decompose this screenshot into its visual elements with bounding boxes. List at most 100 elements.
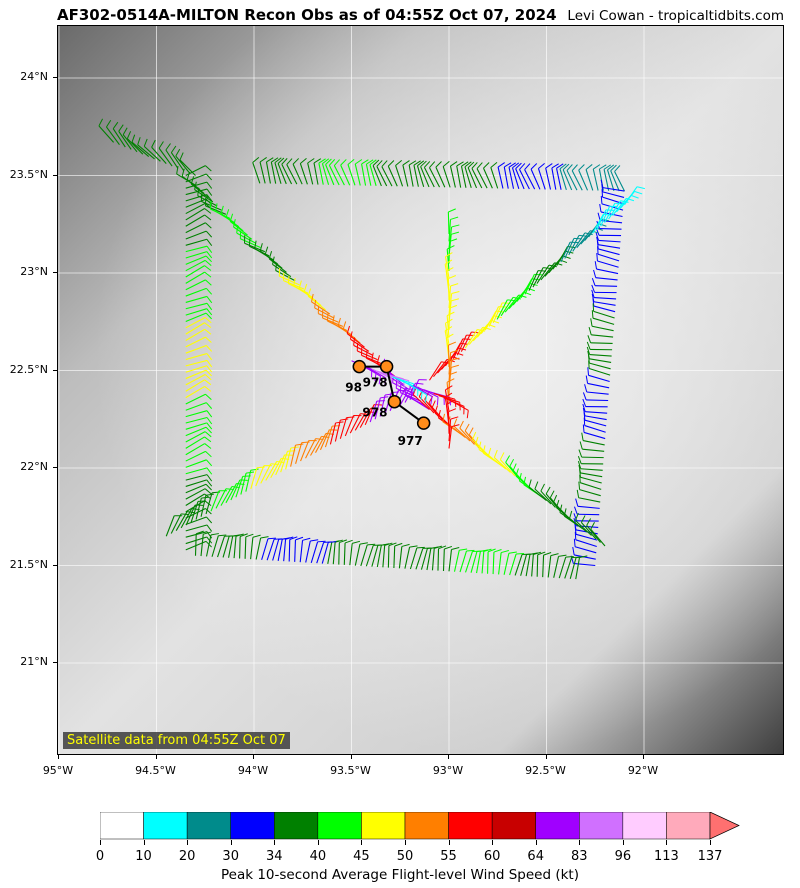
- wind-barb: [404, 547, 411, 569]
- wind-barb-flag: [445, 252, 453, 258]
- colorbar-tick-label: 113: [654, 849, 679, 864]
- wind-barb: [185, 359, 208, 367]
- wind-barb: [185, 474, 208, 481]
- wind-barb-flag: [204, 214, 212, 221]
- wind-barb-flag: [593, 269, 597, 278]
- wind-barb-flag: [205, 451, 212, 458]
- lon-tick-mark: [253, 755, 254, 759]
- center-fix-marker[interactable]: [387, 394, 402, 409]
- wind-barb-flag: [451, 224, 460, 228]
- wind-barb-flag: [347, 158, 355, 165]
- wind-barb-flag: [594, 261, 598, 270]
- wind-barb-flag: [464, 161, 472, 168]
- colorbar-tick-label: 137: [697, 849, 723, 864]
- colorbar-segment: [666, 812, 711, 840]
- lat-tick-label: 22.5°N: [9, 362, 48, 376]
- wind-barb: [387, 545, 390, 568]
- wind-barb: [580, 468, 603, 471]
- colorbar-tick-label: 55: [440, 849, 457, 864]
- wind-barb-flag: [487, 447, 492, 456]
- wind-barb: [239, 536, 241, 559]
- center-fix-marker[interactable]: [379, 359, 394, 374]
- wind-barb: [446, 249, 450, 272]
- wind-barb: [185, 353, 208, 361]
- wind-barb-flag: [384, 377, 387, 386]
- wind-barb-flag: [442, 413, 446, 422]
- wind-barb: [520, 278, 533, 299]
- lon-tick-mark: [350, 755, 352, 759]
- wind-barb: [524, 274, 535, 295]
- wind-barb: [118, 130, 132, 150]
- wind-barb-flag: [170, 145, 177, 153]
- wind-barb-flag: [446, 311, 455, 317]
- wind-barb-flag: [240, 533, 248, 537]
- wind-barb: [185, 416, 208, 424]
- wind-barb-flag: [449, 371, 458, 376]
- wind-barb: [197, 195, 218, 207]
- center-fix-marker[interactable]: [352, 359, 367, 374]
- wind-barb: [428, 167, 441, 188]
- wind-barb-flag: [402, 160, 410, 166]
- wind-barb: [340, 164, 351, 186]
- wind-barb: [371, 545, 379, 567]
- wind-barb-flag: [205, 287, 213, 295]
- wind-barb-flag: [424, 394, 428, 403]
- wind-barb: [349, 413, 361, 434]
- wind-barb: [372, 165, 382, 187]
- wind-barb-flag: [565, 250, 574, 254]
- wind-barb-flag: [582, 392, 587, 401]
- wind-barb: [185, 255, 207, 265]
- wind-barb: [602, 187, 625, 192]
- wind-barb-flag: [206, 353, 213, 361]
- wind-barb-flag: [205, 279, 212, 286]
- colorbar-tick-label: 20: [178, 849, 196, 864]
- wind-barb: [307, 295, 326, 311]
- wind-barb: [448, 219, 452, 242]
- wind-barb-flag: [558, 554, 567, 557]
- wind-barb-flag: [483, 162, 490, 169]
- wind-barb: [503, 553, 510, 575]
- wind-barb-flag: [376, 160, 383, 167]
- wind-barb: [586, 525, 601, 543]
- wind-barb: [471, 168, 483, 189]
- wind-barb-flag: [245, 533, 254, 538]
- wind-barb: [569, 557, 577, 579]
- wind-barb: [233, 226, 253, 240]
- min-pressure-label: 977: [398, 434, 423, 448]
- wind-barb: [537, 168, 546, 190]
- center-fix-marker[interactable]: [416, 416, 431, 430]
- wind-barb-flag: [205, 540, 212, 548]
- wind-barb: [310, 436, 322, 456]
- wind-barb-flag: [381, 160, 388, 167]
- wind-barb: [575, 539, 597, 547]
- lon-tick-mark: [545, 755, 547, 759]
- wind-barb: [448, 419, 452, 442]
- wind-barb: [229, 220, 248, 236]
- wind-barb: [417, 386, 439, 398]
- wind-barb-flag: [295, 536, 304, 541]
- wind-barb-flag: [529, 283, 538, 286]
- wind-barb: [194, 189, 214, 203]
- wind-barb: [185, 336, 206, 348]
- wind-barb-flag: [206, 524, 213, 532]
- wind-barb: [230, 479, 241, 501]
- lon-tick-mark: [448, 755, 449, 759]
- wind-barb: [429, 361, 442, 381]
- wind-barb-flag: [205, 483, 212, 491]
- wind-barb-flag: [332, 315, 335, 324]
- wind-barb: [185, 181, 208, 189]
- wind-barb-flag: [361, 159, 369, 165]
- wind-barb-flag: [630, 194, 639, 199]
- wind-barb: [265, 161, 271, 184]
- wind-barb: [444, 323, 450, 346]
- wind-barb-flag: [543, 552, 552, 556]
- wind-barb-flag: [580, 515, 586, 523]
- wind-barb-flag: [512, 162, 520, 169]
- wind-barb: [456, 165, 462, 188]
- wind-barb: [593, 310, 615, 319]
- recon-map[interactable]: 98 978 978 977 Satellite data from 04:55Z O…: [57, 25, 784, 755]
- wind-barb: [126, 138, 144, 155]
- wind-barb: [415, 548, 424, 570]
- wind-barb-flag: [451, 357, 460, 361]
- wind-barb-flag: [571, 164, 578, 171]
